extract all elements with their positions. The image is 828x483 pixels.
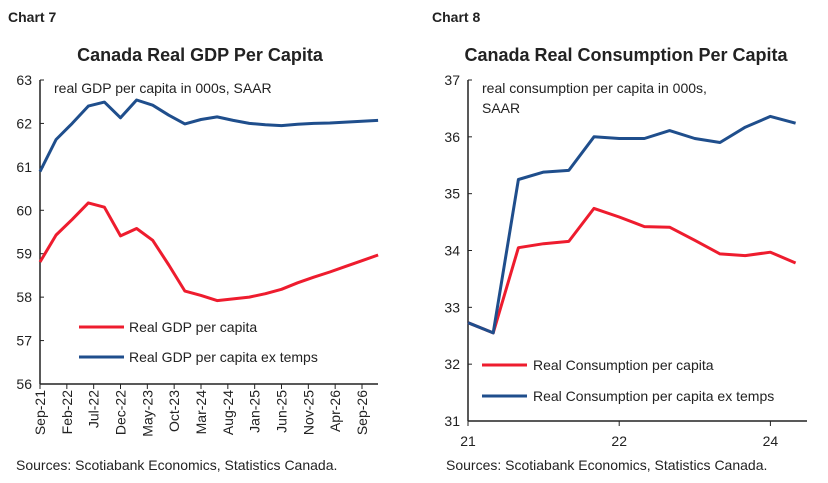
legend: Real GDP per capita Real GDP per capita … — [79, 319, 318, 365]
y-tick-label: 58 — [16, 289, 32, 305]
legend-label: Real GDP per capita — [129, 319, 257, 335]
series-line-red — [38, 201, 379, 303]
chart-source: Sources: Scotiabank Economics, Statistic… — [446, 457, 767, 473]
chart-7: Chart 7 Canada Real GDP Per Capita real … — [8, 9, 379, 473]
chart-note-line-1: real consumption per capita in 000s, — [482, 80, 707, 96]
x-tick-label: Dec-22 — [113, 390, 129, 435]
y-tick-label: 59 — [16, 246, 32, 262]
chart-number: Chart 7 — [8, 9, 56, 25]
legend: Real Consumption per capita Real Consump… — [482, 357, 774, 404]
chart-note-line-2: SAAR — [482, 100, 520, 116]
series-lines — [38, 98, 379, 303]
x-tick-label: Aug-24 — [220, 390, 236, 435]
legend-label: Real Consumption per capita ex temps — [533, 388, 774, 404]
series-lines — [467, 114, 797, 335]
legend-label: Real GDP per capita ex temps — [129, 349, 318, 365]
axes: 56 57 58 59 60 61 62 63 Sep-21 Feb-22 Jul-22 Dec-22… — [16, 72, 378, 437]
y-tick-label: 32 — [444, 356, 460, 372]
y-tick-label: 37 — [444, 72, 460, 88]
y-tick-label: 35 — [444, 186, 460, 202]
chart-source: Sources: Scotiabank Economics, Statistic… — [16, 457, 337, 473]
x-tick-label: Jul-22 — [86, 390, 102, 428]
y-tick-label: 62 — [16, 115, 32, 131]
y-tick-label: 57 — [16, 333, 32, 349]
series-line-red — [467, 206, 797, 335]
x-tick-label: Sep-21 — [32, 390, 48, 435]
x-tick-label: Feb-22 — [59, 390, 75, 435]
x-tick-label: Nov-25 — [300, 390, 316, 435]
chart-8: Chart 8 Canada Real Consumption Per Capi… — [432, 9, 807, 473]
x-tick-label: 22 — [611, 433, 627, 449]
x-tick-label: May-23 — [139, 390, 155, 437]
chart-note: real GDP per capita in 000s, SAAR — [54, 80, 272, 96]
chart-title: Canada Real GDP Per Capita — [77, 45, 324, 65]
series-line-blue — [38, 98, 379, 173]
y-tick-label: 36 — [444, 129, 460, 145]
x-tick-label: Apr-26 — [327, 390, 343, 432]
chart-title: Canada Real Consumption Per Capita — [464, 45, 788, 65]
chart-number: Chart 8 — [432, 9, 480, 25]
y-tick-label: 34 — [444, 243, 460, 259]
axes: 31 32 33 34 35 36 37 21 22 24 — [444, 72, 807, 449]
legend-label: Real Consumption per capita — [533, 357, 714, 373]
x-tick-label: Sep-26 — [354, 390, 370, 435]
x-tick-label: Mar-24 — [193, 390, 209, 435]
x-tick-label: 24 — [763, 433, 779, 449]
x-tick-label: 21 — [460, 433, 476, 449]
y-tick-label: 60 — [16, 202, 32, 218]
x-tick-label: Jun-25 — [274, 390, 290, 433]
y-tick-label: 61 — [16, 159, 32, 175]
x-tick-label: Jan-25 — [247, 390, 263, 433]
y-tick-label: 63 — [16, 72, 32, 88]
series-line-blue — [467, 114, 796, 335]
y-tick-label: 33 — [444, 299, 460, 315]
x-tick-label: Oct-23 — [166, 390, 182, 432]
y-tick-label: 31 — [444, 413, 460, 429]
y-tick-label: 56 — [16, 376, 32, 392]
